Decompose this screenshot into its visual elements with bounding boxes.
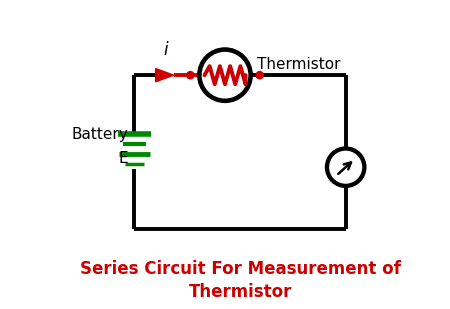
- Circle shape: [256, 72, 263, 79]
- Circle shape: [187, 72, 194, 79]
- Text: E: E: [119, 151, 128, 166]
- Text: Series Circuit For Measurement of
Thermistor: Series Circuit For Measurement of Thermi…: [80, 260, 400, 301]
- Text: Battery: Battery: [72, 126, 128, 142]
- Polygon shape: [156, 69, 174, 82]
- Text: Thermistor: Thermistor: [256, 57, 340, 72]
- Text: i: i: [164, 40, 168, 59]
